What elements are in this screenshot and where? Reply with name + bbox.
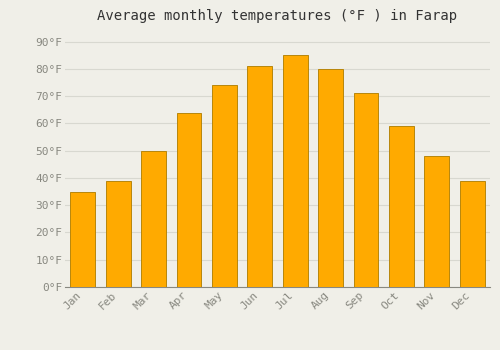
Bar	[176, 112, 202, 287]
Bar	[389, 126, 414, 287]
Bar	[70, 191, 95, 287]
Title: Average monthly temperatures (°F ) in Farap: Average monthly temperatures (°F ) in Fa…	[98, 9, 458, 23]
Bar	[354, 93, 378, 287]
Bar	[318, 69, 343, 287]
Bar	[212, 85, 237, 287]
Bar	[424, 156, 450, 287]
Bar	[141, 151, 166, 287]
Bar	[460, 181, 484, 287]
Bar	[106, 181, 130, 287]
Bar	[283, 55, 308, 287]
Bar	[248, 66, 272, 287]
